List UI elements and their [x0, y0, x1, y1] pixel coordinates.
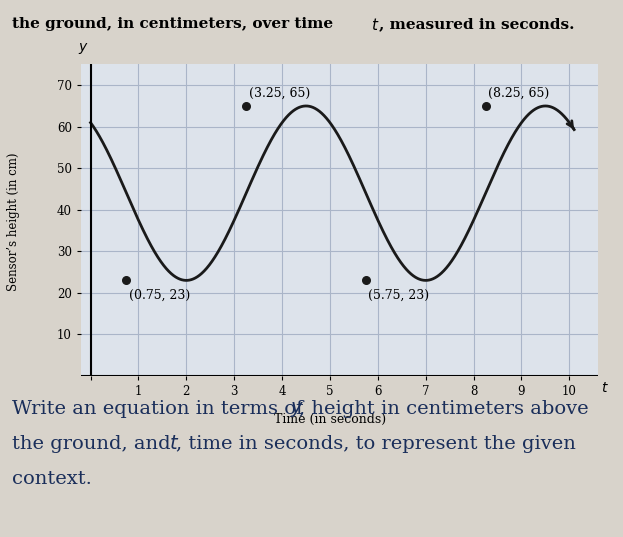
Text: $t$: $t$: [601, 381, 609, 395]
Text: $t$: $t$: [371, 17, 379, 33]
Text: (3.25, 65): (3.25, 65): [249, 87, 310, 100]
Text: Sensor’s height (in cm): Sensor’s height (in cm): [7, 153, 21, 292]
Text: the ground, in centimeters, over time: the ground, in centimeters, over time: [12, 17, 339, 31]
Point: [361, 276, 371, 285]
Text: Time (in seconds): Time (in seconds): [274, 413, 386, 426]
Point: [480, 101, 490, 110]
Text: the ground, and: the ground, and: [12, 435, 178, 453]
Text: (8.25, 65): (8.25, 65): [488, 87, 549, 100]
Text: $y$: $y$: [78, 41, 88, 56]
Text: , time in seconds, to represent the given: , time in seconds, to represent the give…: [176, 435, 576, 453]
Text: $t$: $t$: [169, 435, 179, 453]
Text: (5.75, 23): (5.75, 23): [368, 289, 429, 302]
Point: [121, 276, 131, 285]
Text: , height in centimeters above: , height in centimeters above: [299, 400, 589, 418]
Text: (0.75, 23): (0.75, 23): [129, 289, 190, 302]
Text: , measured in seconds.: , measured in seconds.: [379, 17, 574, 31]
Text: context.: context.: [12, 470, 92, 488]
Text: Write an equation in terms of: Write an equation in terms of: [12, 400, 310, 418]
Text: $y$: $y$: [290, 400, 304, 419]
Point: [241, 101, 251, 110]
